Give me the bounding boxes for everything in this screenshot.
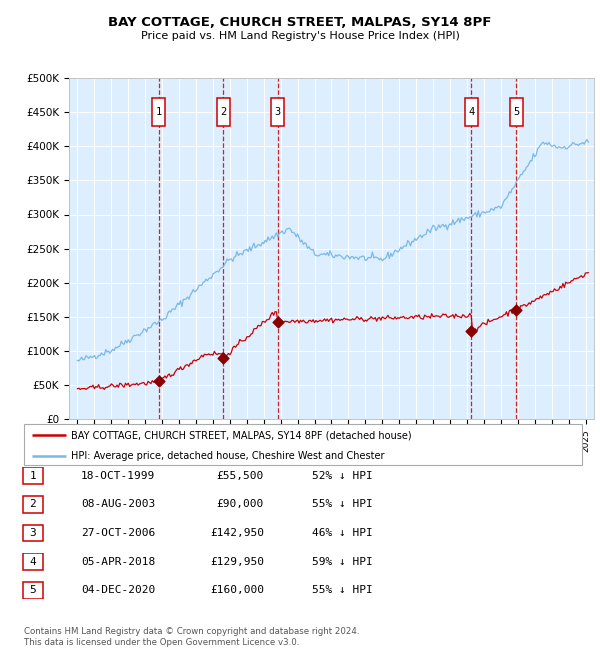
Text: BAY COTTAGE, CHURCH STREET, MALPAS, SY14 8PF: BAY COTTAGE, CHURCH STREET, MALPAS, SY14…	[109, 16, 491, 29]
Text: 1: 1	[29, 471, 37, 481]
Text: £90,000: £90,000	[217, 499, 264, 510]
Bar	[217, 99, 230, 126]
Text: Contains HM Land Registry data © Crown copyright and database right 2024.
This d: Contains HM Land Registry data © Crown c…	[24, 627, 359, 647]
Point	[273, 317, 283, 327]
Text: 08-AUG-2003: 08-AUG-2003	[81, 499, 155, 510]
Text: 59% ↓ HPI: 59% ↓ HPI	[312, 556, 373, 567]
Text: £142,950: £142,950	[210, 528, 264, 538]
Text: 3: 3	[275, 107, 281, 117]
Bar	[152, 99, 165, 126]
Text: 3: 3	[29, 528, 37, 538]
Text: 4: 4	[29, 556, 37, 567]
Text: 55% ↓ HPI: 55% ↓ HPI	[312, 499, 373, 510]
Text: £129,950: £129,950	[210, 556, 264, 567]
Point	[512, 305, 521, 315]
Text: 18-OCT-1999: 18-OCT-1999	[81, 471, 155, 481]
Text: 04-DEC-2020: 04-DEC-2020	[81, 585, 155, 595]
Text: 2: 2	[220, 107, 226, 117]
Text: 4: 4	[468, 107, 475, 117]
Text: 2: 2	[29, 499, 37, 510]
Text: 5: 5	[514, 107, 520, 117]
Text: £55,500: £55,500	[217, 471, 264, 481]
Text: 46% ↓ HPI: 46% ↓ HPI	[312, 528, 373, 538]
Bar	[510, 99, 523, 126]
Point	[218, 352, 228, 363]
Text: 5: 5	[29, 585, 37, 595]
Text: 27-OCT-2006: 27-OCT-2006	[81, 528, 155, 538]
Text: HPI: Average price, detached house, Cheshire West and Chester: HPI: Average price, detached house, Ches…	[71, 451, 385, 461]
Text: Price paid vs. HM Land Registry's House Price Index (HPI): Price paid vs. HM Land Registry's House …	[140, 31, 460, 40]
Text: 55% ↓ HPI: 55% ↓ HPI	[312, 585, 373, 595]
Text: 52% ↓ HPI: 52% ↓ HPI	[312, 471, 373, 481]
Point	[467, 326, 476, 336]
Bar	[271, 99, 284, 126]
Text: BAY COTTAGE, CHURCH STREET, MALPAS, SY14 8PF (detached house): BAY COTTAGE, CHURCH STREET, MALPAS, SY14…	[71, 430, 412, 440]
Text: 1: 1	[155, 107, 162, 117]
Text: £160,000: £160,000	[210, 585, 264, 595]
Point	[154, 376, 163, 387]
Bar	[465, 99, 478, 126]
Text: 05-APR-2018: 05-APR-2018	[81, 556, 155, 567]
